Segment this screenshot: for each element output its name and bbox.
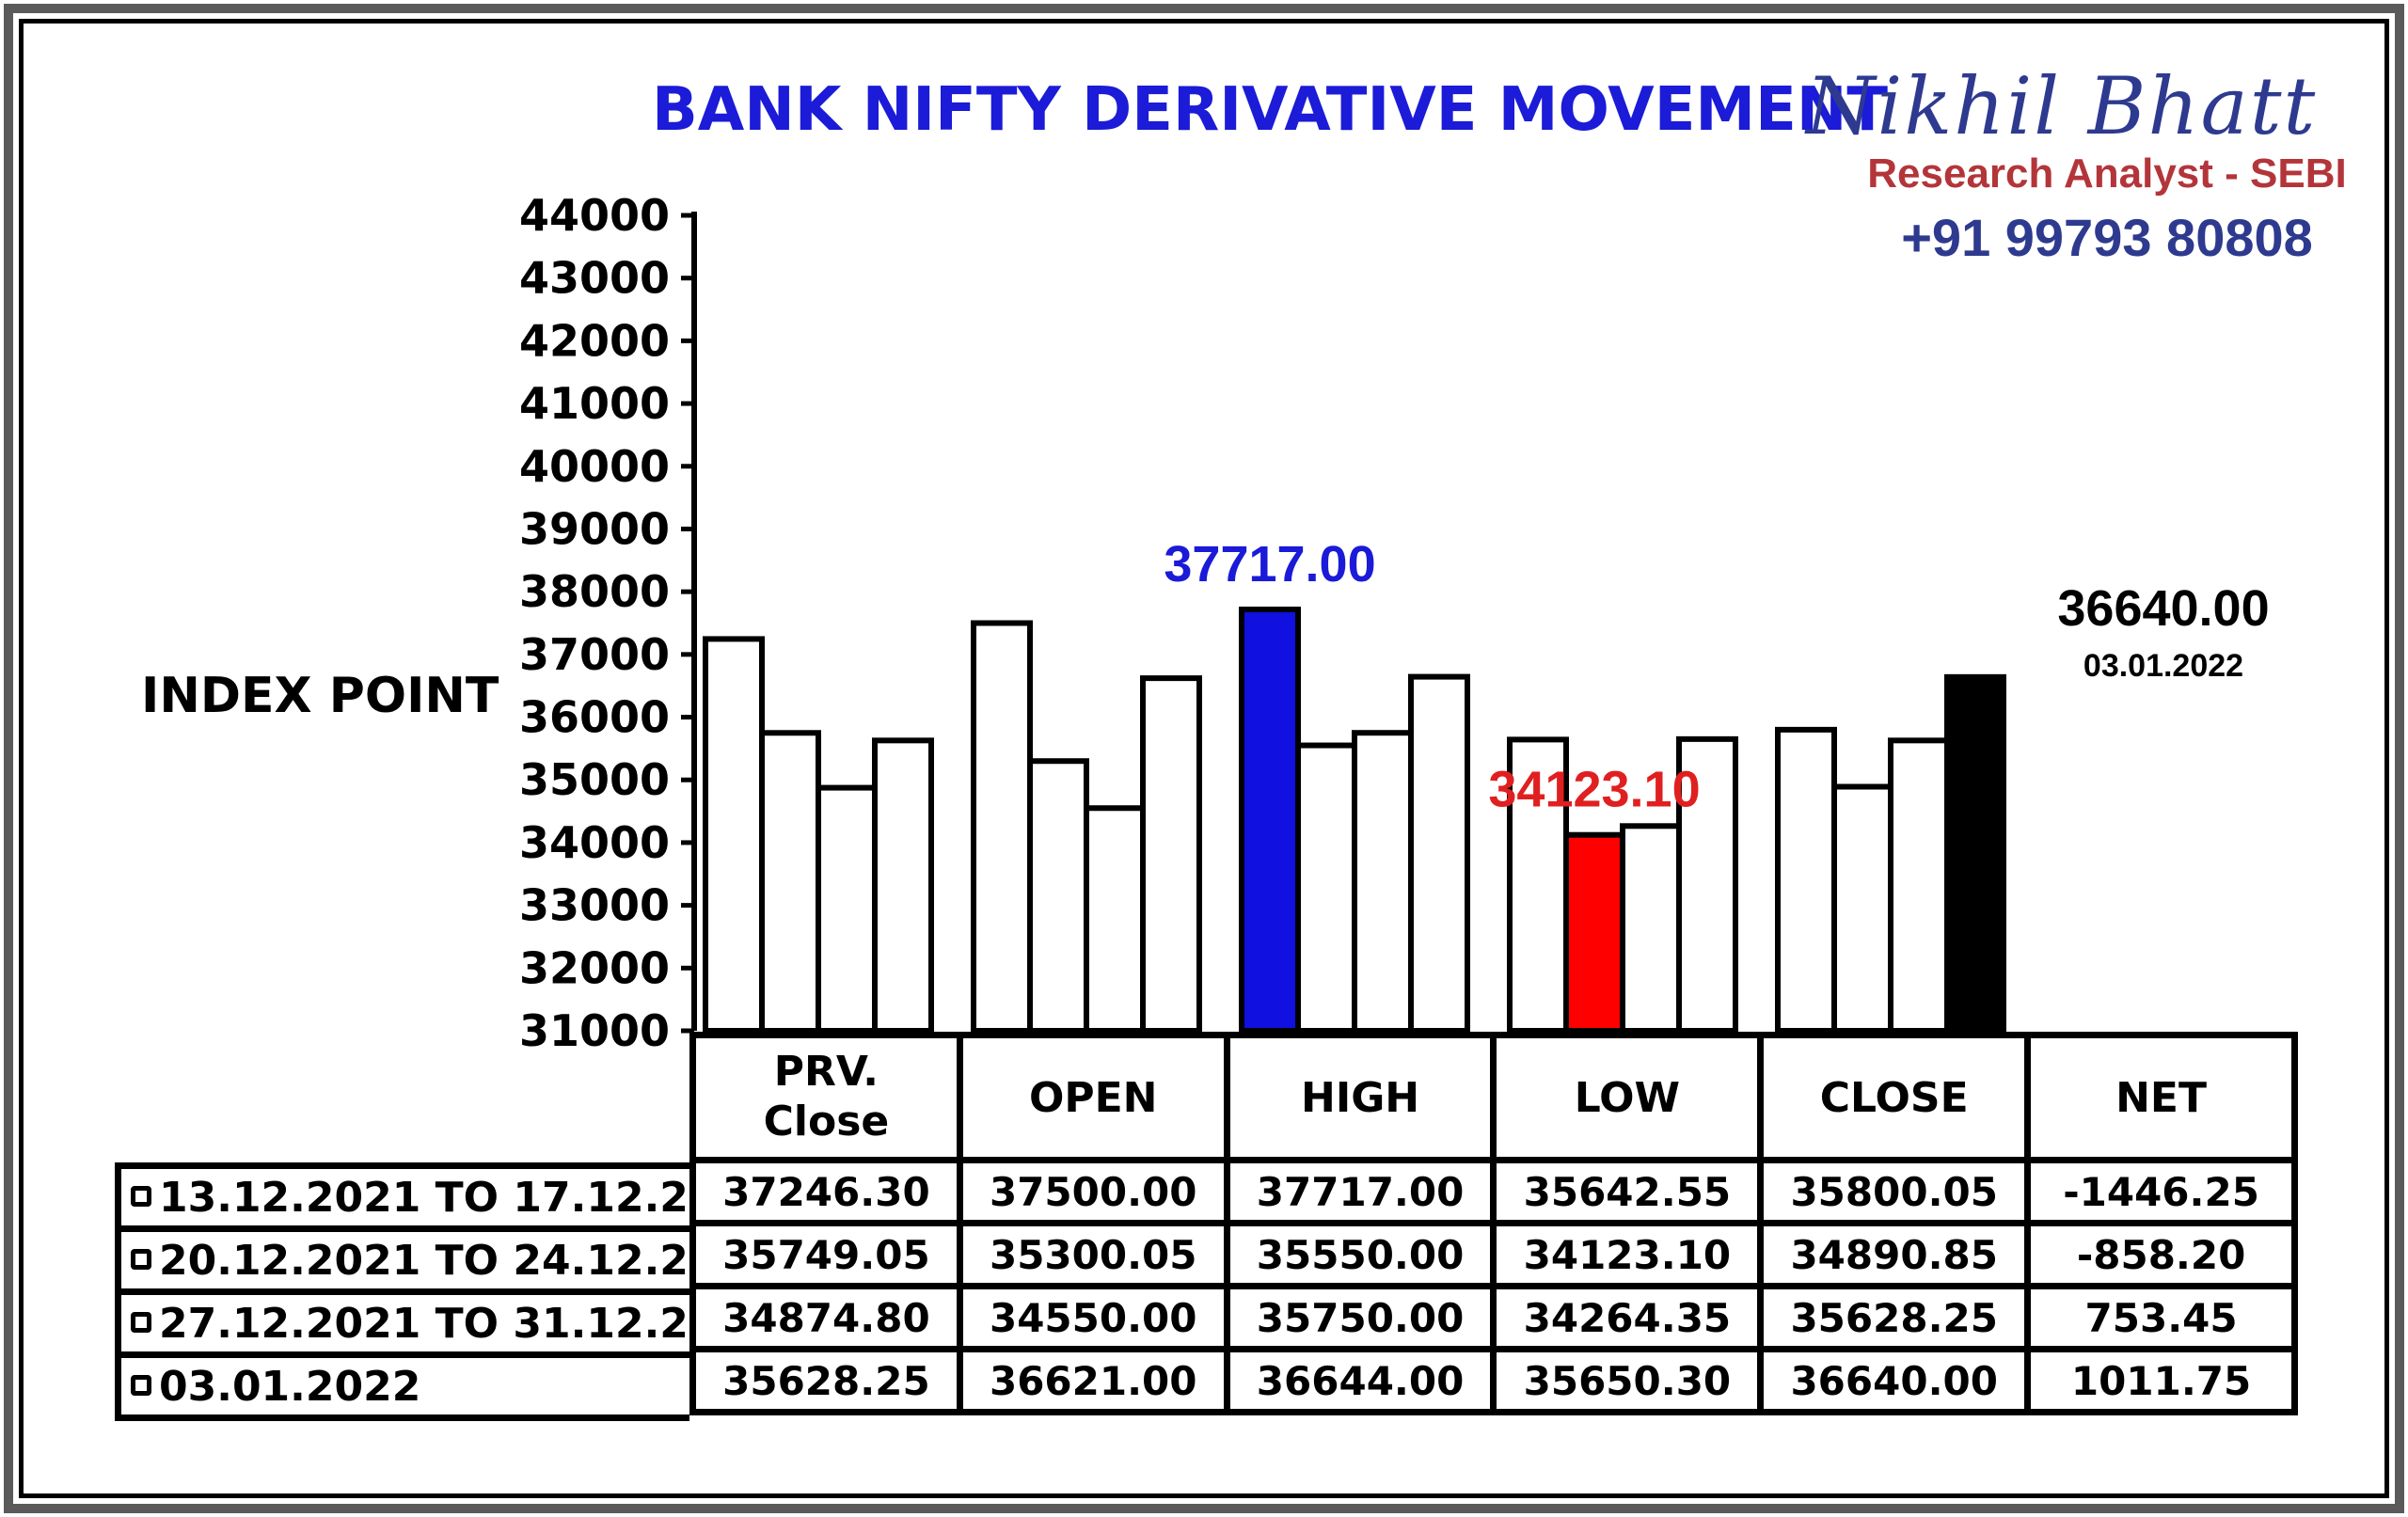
y-tick-label: 41000 [519, 378, 670, 429]
header-open: OPEN [956, 1032, 1230, 1163]
annotation-date: 03.01.2022 [2083, 648, 2243, 684]
row-label-2: 20.12.2021 TO 24.12.2021 [115, 1225, 689, 1295]
table-cell: 34123.10 [1490, 1220, 1765, 1289]
table-cell: 34550.00 [956, 1283, 1230, 1352]
y-tick-label: 35000 [519, 754, 670, 805]
table-header-row: PRV. Close OPEN HIGH LOW CLOSE NET [689, 1032, 2298, 1163]
row-label-4: 03.01.2022 [115, 1351, 689, 1421]
table-cell: 37246.30 [689, 1157, 963, 1226]
y-tick-label: 40000 [519, 441, 670, 492]
bar [1084, 805, 1146, 1034]
table-cell: 37500.00 [956, 1157, 1230, 1226]
data-table: PRV. Close OPEN HIGH LOW CLOSE NET 37246… [689, 1032, 2298, 1415]
table-row: 37246.30 37500.00 37717.00 35642.55 3580… [689, 1157, 2298, 1226]
table-cell: 34874.80 [689, 1283, 963, 1352]
y-tick-label: 38000 [519, 566, 670, 617]
header-high: HIGH [1223, 1032, 1497, 1163]
bar [1239, 607, 1301, 1034]
brand-name: Nikhil Bhatt [1806, 60, 2318, 152]
y-tick-label: 33000 [519, 880, 670, 931]
y-axis-label: INDEX POINT [141, 668, 499, 724]
table-cell: 34264.35 [1490, 1283, 1765, 1352]
row-label-3: 27.12.2021 TO 31.12.2021 [115, 1288, 689, 1358]
table-cell: 35800.05 [1757, 1157, 2032, 1226]
table-cell: 35642.55 [1490, 1157, 1765, 1226]
table-row: 35749.05 35300.05 35550.00 34123.10 3489… [689, 1220, 2298, 1289]
value-annotation: 36640.00 [2057, 580, 2269, 637]
value-annotation: 37717.00 [1164, 536, 1375, 593]
table-cell: 36621.00 [956, 1346, 1230, 1415]
row-label-text: 27.12.2021 TO 31.12.2021 [159, 1299, 689, 1348]
bar [1027, 758, 1089, 1034]
bar [1140, 675, 1202, 1035]
bar [1295, 742, 1357, 1034]
bar [872, 737, 934, 1034]
legend-key-icon [131, 1185, 151, 1207]
header-low: LOW [1490, 1032, 1765, 1163]
table-cell: 35750.00 [1223, 1283, 1497, 1352]
chart-title: BANK NIFTY DERIVATIVE MOVEMENT [651, 75, 1889, 145]
legend-key-icon [131, 1374, 151, 1396]
table-row: 35628.25 36621.00 36644.00 35650.30 3664… [689, 1346, 2298, 1415]
bar [1408, 673, 1470, 1034]
outer-border [4, 4, 2404, 1513]
inner-border [19, 19, 2389, 1498]
table-cell: -1446.25 [2024, 1157, 2298, 1226]
bar [1775, 726, 1837, 1034]
y-tick-label: 44000 [519, 190, 670, 241]
bar [1352, 730, 1414, 1034]
bar [1563, 831, 1625, 1034]
y-tick-label: 37000 [519, 629, 670, 680]
y-tick-label: 36000 [519, 692, 670, 743]
header-close: CLOSE [1757, 1032, 2032, 1163]
y-tick-label: 43000 [519, 253, 670, 304]
y-tick-label: 34000 [519, 817, 670, 868]
bar [1831, 783, 1893, 1035]
legend-key-icon [131, 1248, 151, 1270]
table-cell: 35749.05 [689, 1220, 963, 1289]
header-prv-close: PRV. Close [689, 1032, 963, 1163]
y-tick-label: 39000 [519, 503, 670, 554]
bar [703, 636, 765, 1035]
row-label-1: 13.12.2021 TO 17.12.2021 [115, 1162, 689, 1232]
table-cell: 36640.00 [1757, 1346, 2032, 1415]
y-tick-label: 42000 [519, 315, 670, 366]
brand-role: Research Analyst - SEBI [1867, 150, 2347, 197]
table-cell: 35628.25 [689, 1346, 963, 1415]
bar [1507, 736, 1569, 1034]
table-cell: 35300.05 [956, 1220, 1230, 1289]
header-net: NET [2024, 1032, 2298, 1163]
table-cell: -858.20 [2024, 1220, 2298, 1289]
row-label-column: 13.12.2021 TO 17.12.2021 20.12.2021 TO 2… [115, 1162, 689, 1421]
value-annotation: 34123.10 [1488, 762, 1700, 818]
bar [759, 730, 821, 1034]
y-tick-label: 32000 [519, 942, 670, 993]
table-cell: 35550.00 [1223, 1220, 1497, 1289]
bar [816, 784, 878, 1034]
row-label-text: 03.01.2022 [159, 1362, 421, 1411]
bar [1888, 737, 1950, 1034]
bar [1944, 673, 2006, 1035]
row-label-text: 13.12.2021 TO 17.12.2021 [159, 1173, 689, 1222]
table-cell: 36644.00 [1223, 1346, 1497, 1415]
bar [971, 620, 1033, 1034]
table-cell: 753.45 [2024, 1283, 2298, 1352]
table-row: 34874.80 34550.00 35750.00 34264.35 3562… [689, 1283, 2298, 1352]
row-label-text: 20.12.2021 TO 24.12.2021 [159, 1236, 689, 1285]
table-cell: 37717.00 [1223, 1157, 1497, 1226]
bar [1676, 735, 1738, 1035]
table-cell: 35628.25 [1757, 1283, 2032, 1352]
table-cell: 34890.85 [1757, 1220, 2032, 1289]
y-tick-label: 31000 [519, 1005, 670, 1056]
brand-phone: +91 99793 80808 [1901, 208, 2313, 267]
table-cell: 35650.30 [1490, 1346, 1765, 1415]
legend-key-icon [131, 1311, 151, 1333]
table-cell: 1011.75 [2024, 1346, 2298, 1415]
bar [1620, 823, 1682, 1034]
